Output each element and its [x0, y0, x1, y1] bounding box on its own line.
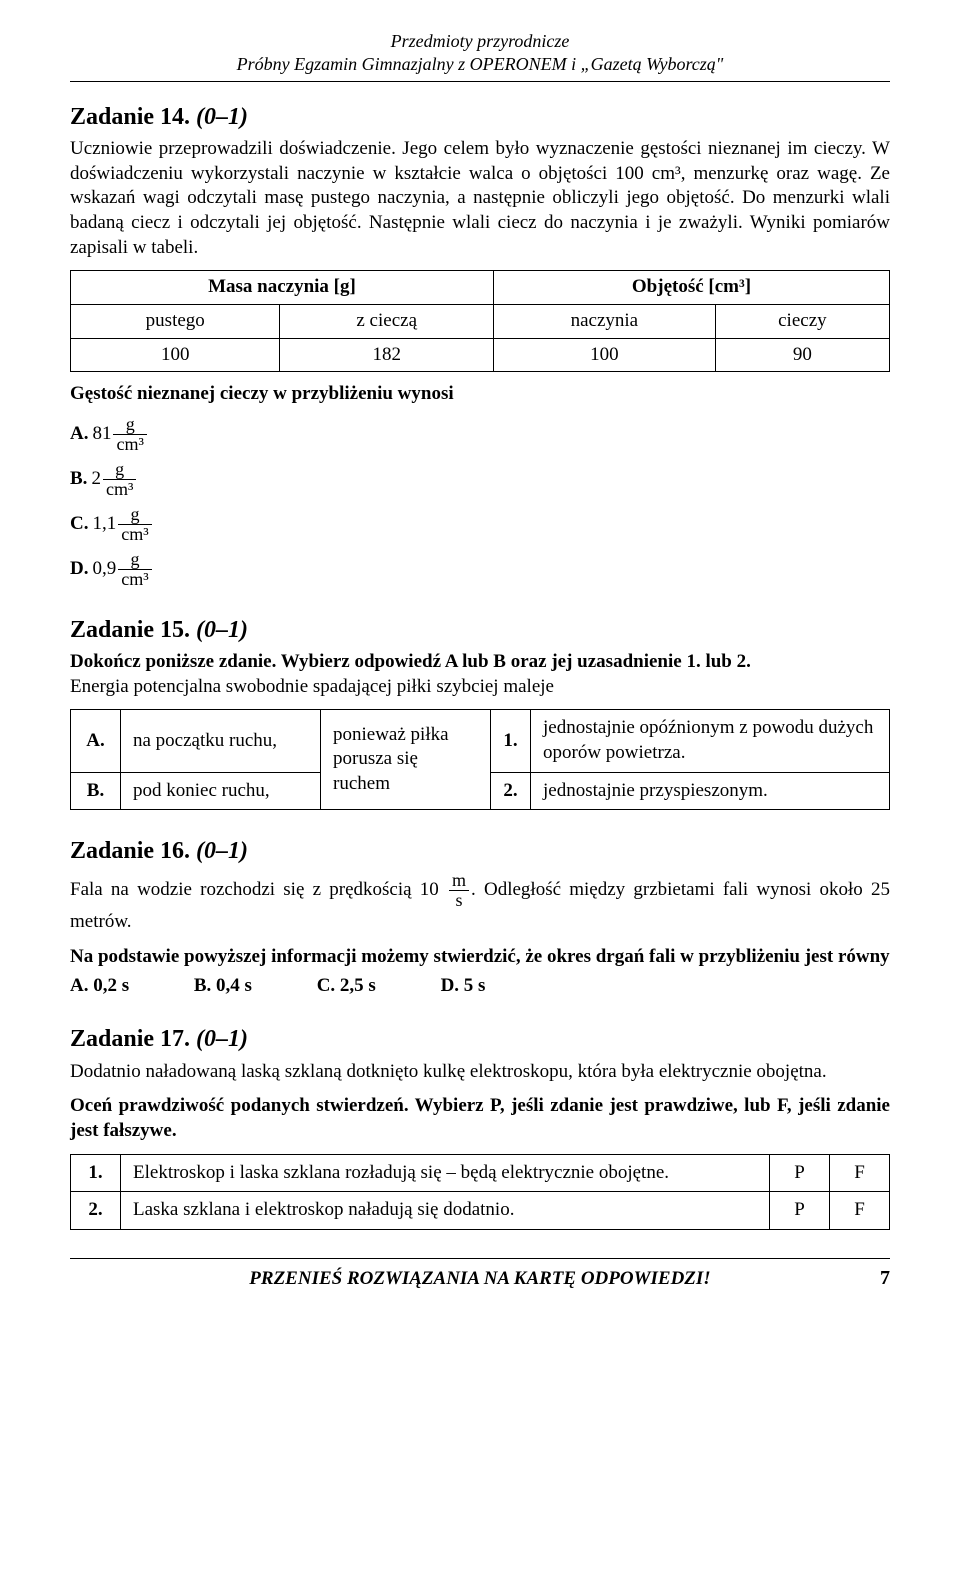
unit-fraction: gcm³ — [103, 460, 136, 499]
table-cell: 90 — [715, 338, 889, 372]
option-value: 81 — [92, 422, 111, 447]
statement-text: Laska szklana i elektroskop naładują się… — [121, 1192, 770, 1230]
option-b-label[interactable]: B. — [71, 772, 121, 810]
option-label: B. — [70, 467, 87, 492]
task-17: Zadanie 17. (0–1) Dodatnio naładowaną la… — [70, 1024, 890, 1230]
answer-options: A. 81 gcm³ B. 2 gcm³ C. 1,1 gcm³ D. 0,9 … — [70, 415, 890, 589]
choice-f[interactable]: F — [830, 1154, 890, 1192]
title-label: Zadanie 16. — [70, 838, 190, 864]
table-cell: 100 — [71, 338, 280, 372]
task-title: Zadanie 17. (0–1) — [70, 1024, 890, 1055]
table-header-right: Objętość [cm³] — [493, 271, 889, 305]
option-label: C. — [70, 512, 88, 537]
task-paragraph: Fala na wodzie rozchodzi się z prędkości… — [70, 871, 890, 935]
task-16: Zadanie 16. (0–1) Fala na wodzie rozchod… — [70, 836, 890, 998]
title-label: Zadanie 15. — [70, 617, 190, 643]
table-subheader: pustego — [71, 305, 280, 339]
page-footer: PRZENIEŚ ROZWIĄZANIA NA KARTĘ ODPOWIEDZI… — [70, 1258, 890, 1292]
title-score: (0–1) — [196, 617, 248, 643]
reason-1-text: jednostajnie opóźnionym z powodu dużych … — [531, 710, 890, 772]
title-score: (0–1) — [196, 838, 248, 864]
option-b[interactable]: B. 0,4 s — [194, 974, 252, 999]
unit-fraction: ms — [449, 871, 469, 910]
choice-p[interactable]: P — [770, 1154, 830, 1192]
option-c[interactable]: C. 2,5 s — [317, 974, 376, 999]
page-header: Przedmioty przyrodnicze Próbny Egzamin G… — [70, 30, 890, 82]
option-d[interactable]: D. 5 s — [441, 974, 486, 999]
option-label: D. — [70, 557, 88, 582]
row-number: 2. — [71, 1192, 121, 1230]
reason-2-text: jednostajnie przyspieszonym. — [531, 772, 890, 810]
matching-table: A. na początku ruchu, ponieważ piłka por… — [70, 709, 890, 810]
instruction-bold: Oceń prawdziwość podanych stwierdzeń. Wy… — [70, 1094, 890, 1143]
title-score: (0–1) — [196, 1026, 248, 1052]
task-title: Zadanie 14. (0–1) — [70, 102, 890, 133]
instruction-bold: Na podstawie powyższej informacji możemy… — [70, 945, 890, 970]
table-subheader: naczynia — [493, 305, 715, 339]
unit-fraction: gcm³ — [118, 550, 151, 589]
table-subheader: z cieczą — [280, 305, 493, 339]
table-cell: 182 — [280, 338, 493, 372]
reason-1-label[interactable]: 1. — [491, 710, 531, 772]
table-cell: 100 — [493, 338, 715, 372]
row-number: 1. — [71, 1154, 121, 1192]
task-15: Zadanie 15. (0–1) Dokończ poniższe zdani… — [70, 615, 890, 811]
unit-fraction: gcm³ — [118, 505, 151, 544]
title-score: (0–1) — [196, 104, 248, 130]
option-label: A. — [70, 422, 88, 447]
footer-text: PRZENIEŚ ROZWIĄZANIA NA KARTĘ ODPOWIEDZI… — [100, 1267, 860, 1292]
choice-f[interactable]: F — [830, 1192, 890, 1230]
data-table: Masa naczynia [g] Objętość [cm³] pustego… — [70, 270, 890, 372]
option-b-text: pod koniec ruchu, — [121, 772, 321, 810]
option-value: 0,9 — [92, 557, 116, 582]
header-line1: Przedmioty przyrodnicze — [70, 30, 890, 53]
option-c[interactable]: C. 1,1 gcm³ — [70, 505, 890, 544]
task-paragraph: Dodatnio naładowaną laską szklaną dotkni… — [70, 1060, 890, 1085]
option-a[interactable]: A. 0,2 s — [70, 974, 129, 999]
table-subheader: cieczy — [715, 305, 889, 339]
option-a-text: na początku ruchu, — [121, 710, 321, 772]
title-label: Zadanie 14. — [70, 104, 190, 130]
page-number: 7 — [860, 1265, 890, 1291]
table-header-left: Masa naczynia [g] — [71, 271, 494, 305]
reason-2-label[interactable]: 2. — [491, 772, 531, 810]
option-a[interactable]: A. 81 gcm³ — [70, 415, 890, 454]
header-line2: Próbny Egzamin Gimnazjalny z OPERONEM i … — [70, 53, 890, 76]
title-label: Zadanie 17. — [70, 1026, 190, 1052]
instruction-text: Energia potencjalna swobodnie spadającej… — [70, 675, 890, 700]
task-title: Zadanie 15. (0–1) — [70, 615, 890, 646]
option-value: 2 — [91, 467, 101, 492]
option-a-label[interactable]: A. — [71, 710, 121, 772]
connector-text: ponieważ piłka porusza się ruchem — [321, 710, 491, 810]
true-false-table: 1. Elektroskop i laska szklana rozładują… — [70, 1154, 890, 1230]
question-prompt: Gęstość nieznanej cieczy w przybliżeniu … — [70, 382, 890, 407]
choice-p[interactable]: P — [770, 1192, 830, 1230]
answer-options: A. 0,2 s B. 0,4 s C. 2,5 s D. 5 s — [70, 974, 890, 999]
option-b[interactable]: B. 2 gcm³ — [70, 460, 890, 499]
task-14: Zadanie 14. (0–1) Uczniowie przeprowadzi… — [70, 102, 890, 589]
task-title: Zadanie 16. (0–1) — [70, 836, 890, 867]
statement-text: Elektroskop i laska szklana rozładują si… — [121, 1154, 770, 1192]
para-part1: Fala na wodzie rozchodzi się z prędkości… — [70, 879, 439, 900]
task-paragraph: Uczniowie przeprowadzili doświadczenie. … — [70, 137, 890, 260]
instruction-bold: Dokończ poniższe zdanie. Wybierz odpowie… — [70, 650, 890, 675]
option-value: 1,1 — [92, 512, 116, 537]
unit-fraction: gcm³ — [113, 415, 146, 454]
option-d[interactable]: D. 0,9 gcm³ — [70, 550, 890, 589]
